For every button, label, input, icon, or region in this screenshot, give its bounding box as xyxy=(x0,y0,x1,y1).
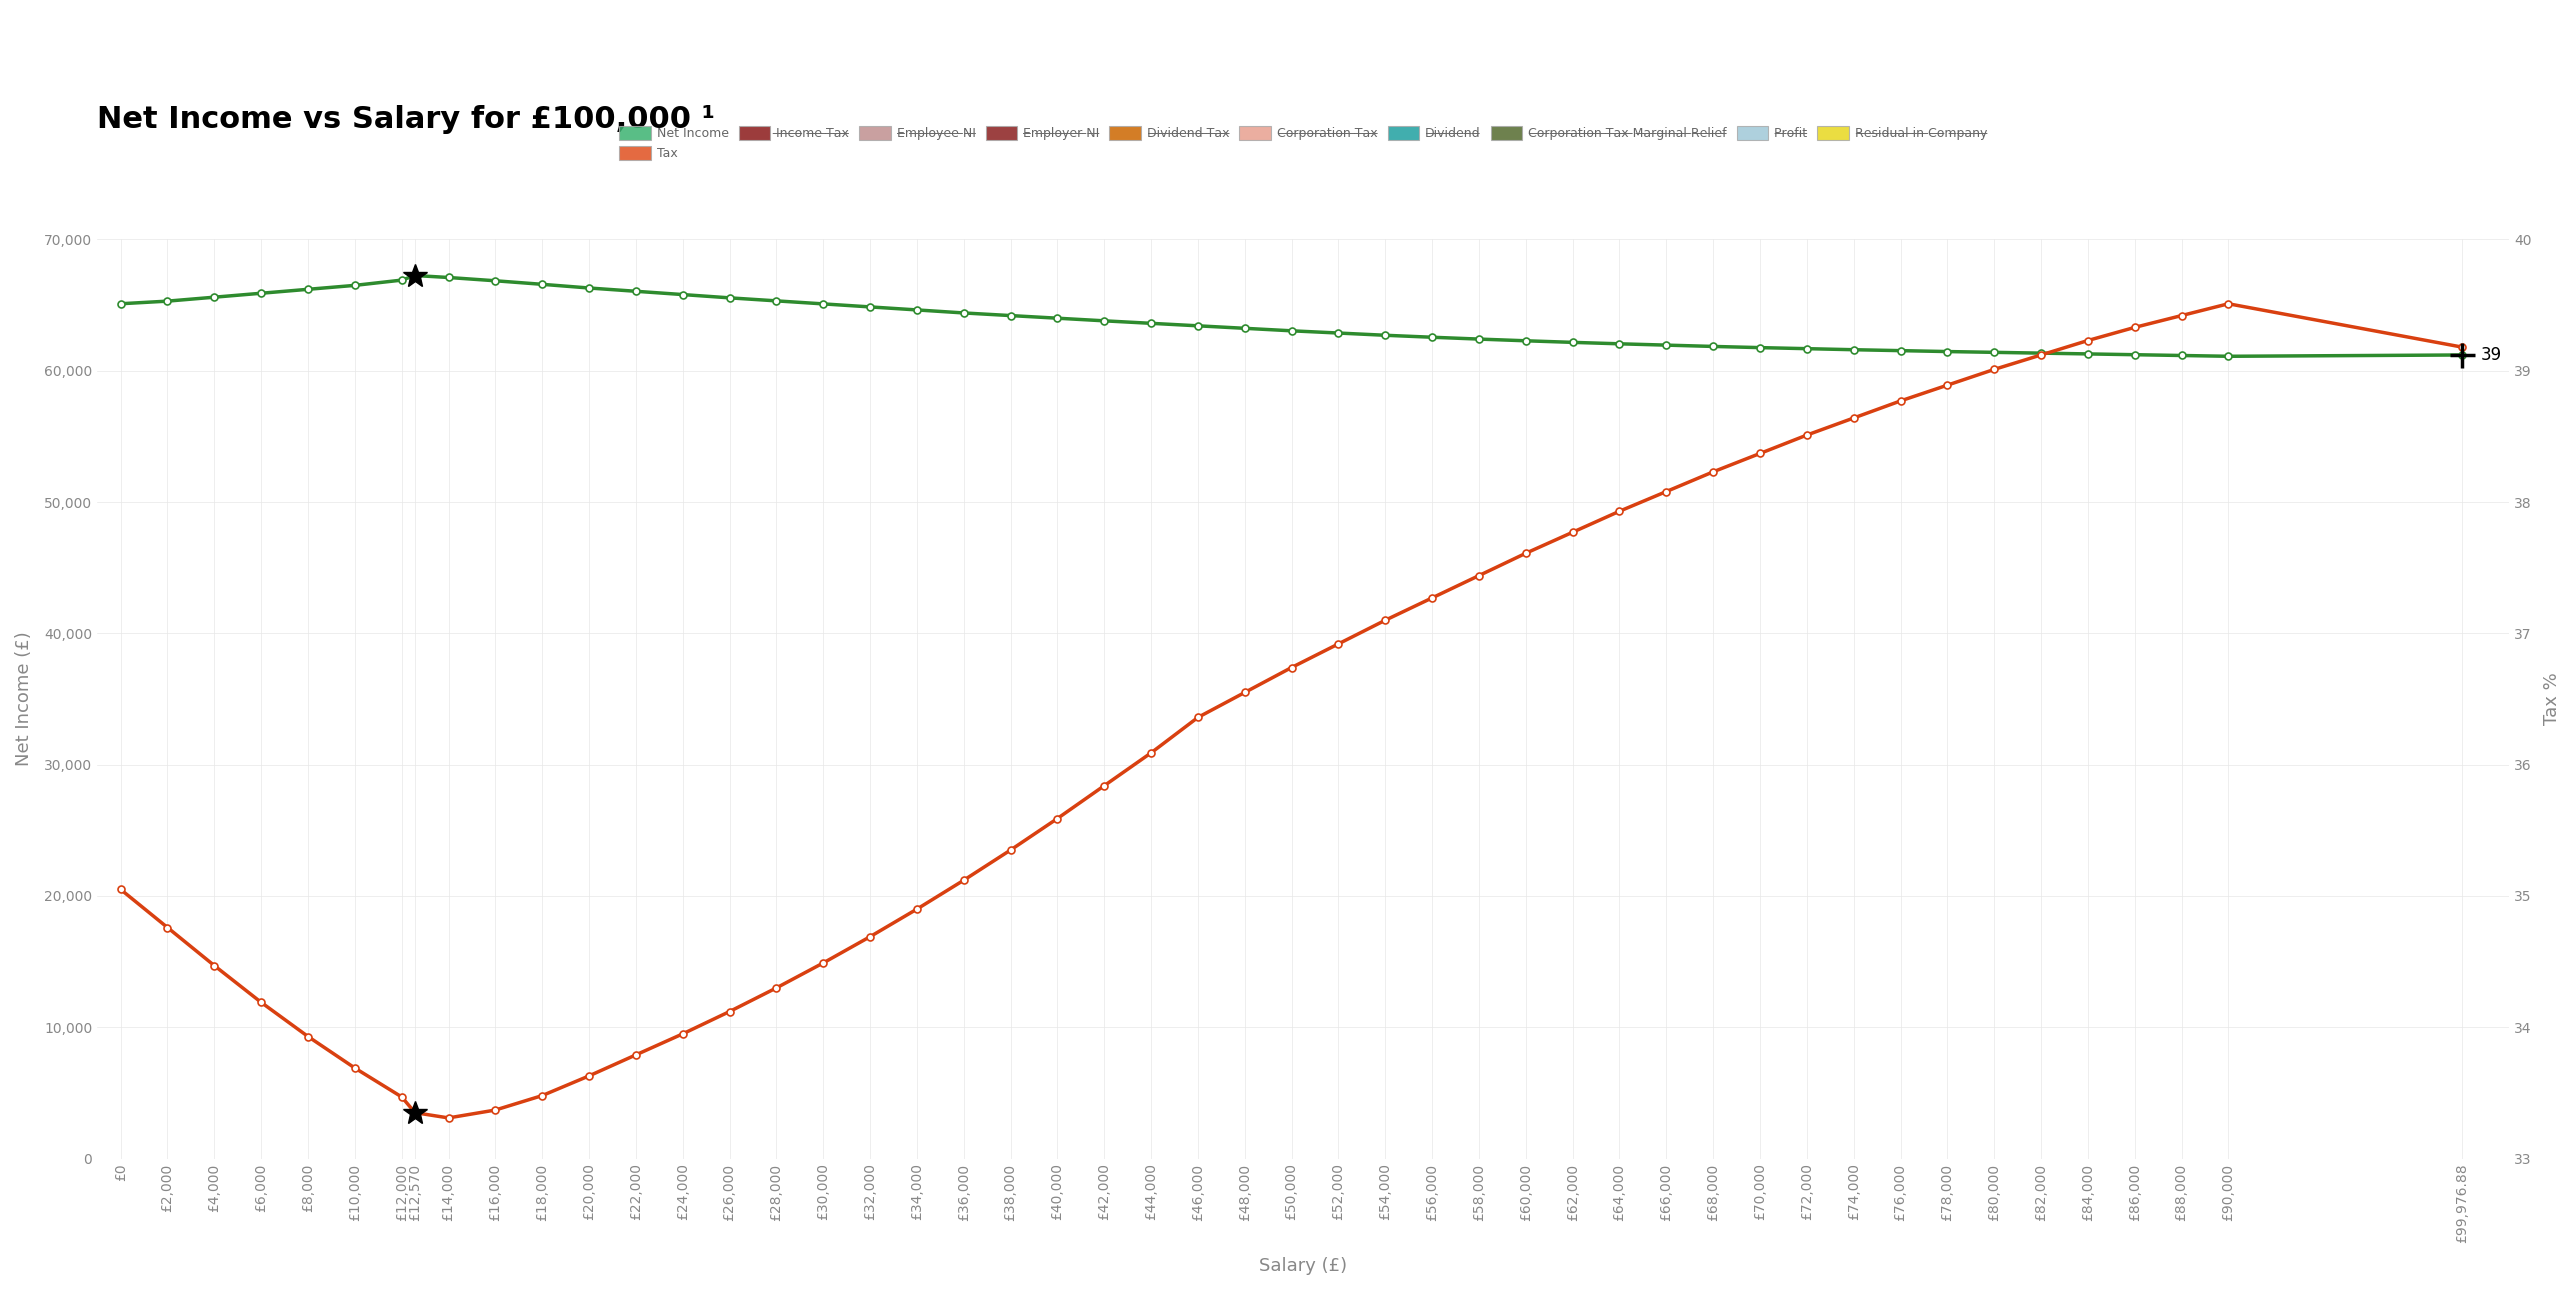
Y-axis label: Tax %: Tax % xyxy=(2543,672,2561,725)
Y-axis label: Net Income (£): Net Income (£) xyxy=(15,632,33,766)
Text: Net Income vs Salary for £100,000 ¹: Net Income vs Salary for £100,000 ¹ xyxy=(98,106,716,134)
Legend: Net Income, Tax, I̶n̶c̶o̶m̶e̶ ̶T̶a̶x̶, E̶m̶p̶l̶o̶y̶e̶e̶ ̶N̶I̶, E̶m̶p̶l̶o̶y̶e̶r̶ : Net Income, Tax, I̶n̶c̶o̶m̶e̶ ̶T̶a̶x̶, E… xyxy=(618,126,1986,160)
Text: 39: 39 xyxy=(2481,346,2501,364)
X-axis label: Salary (£): Salary (£) xyxy=(1260,1256,1347,1275)
